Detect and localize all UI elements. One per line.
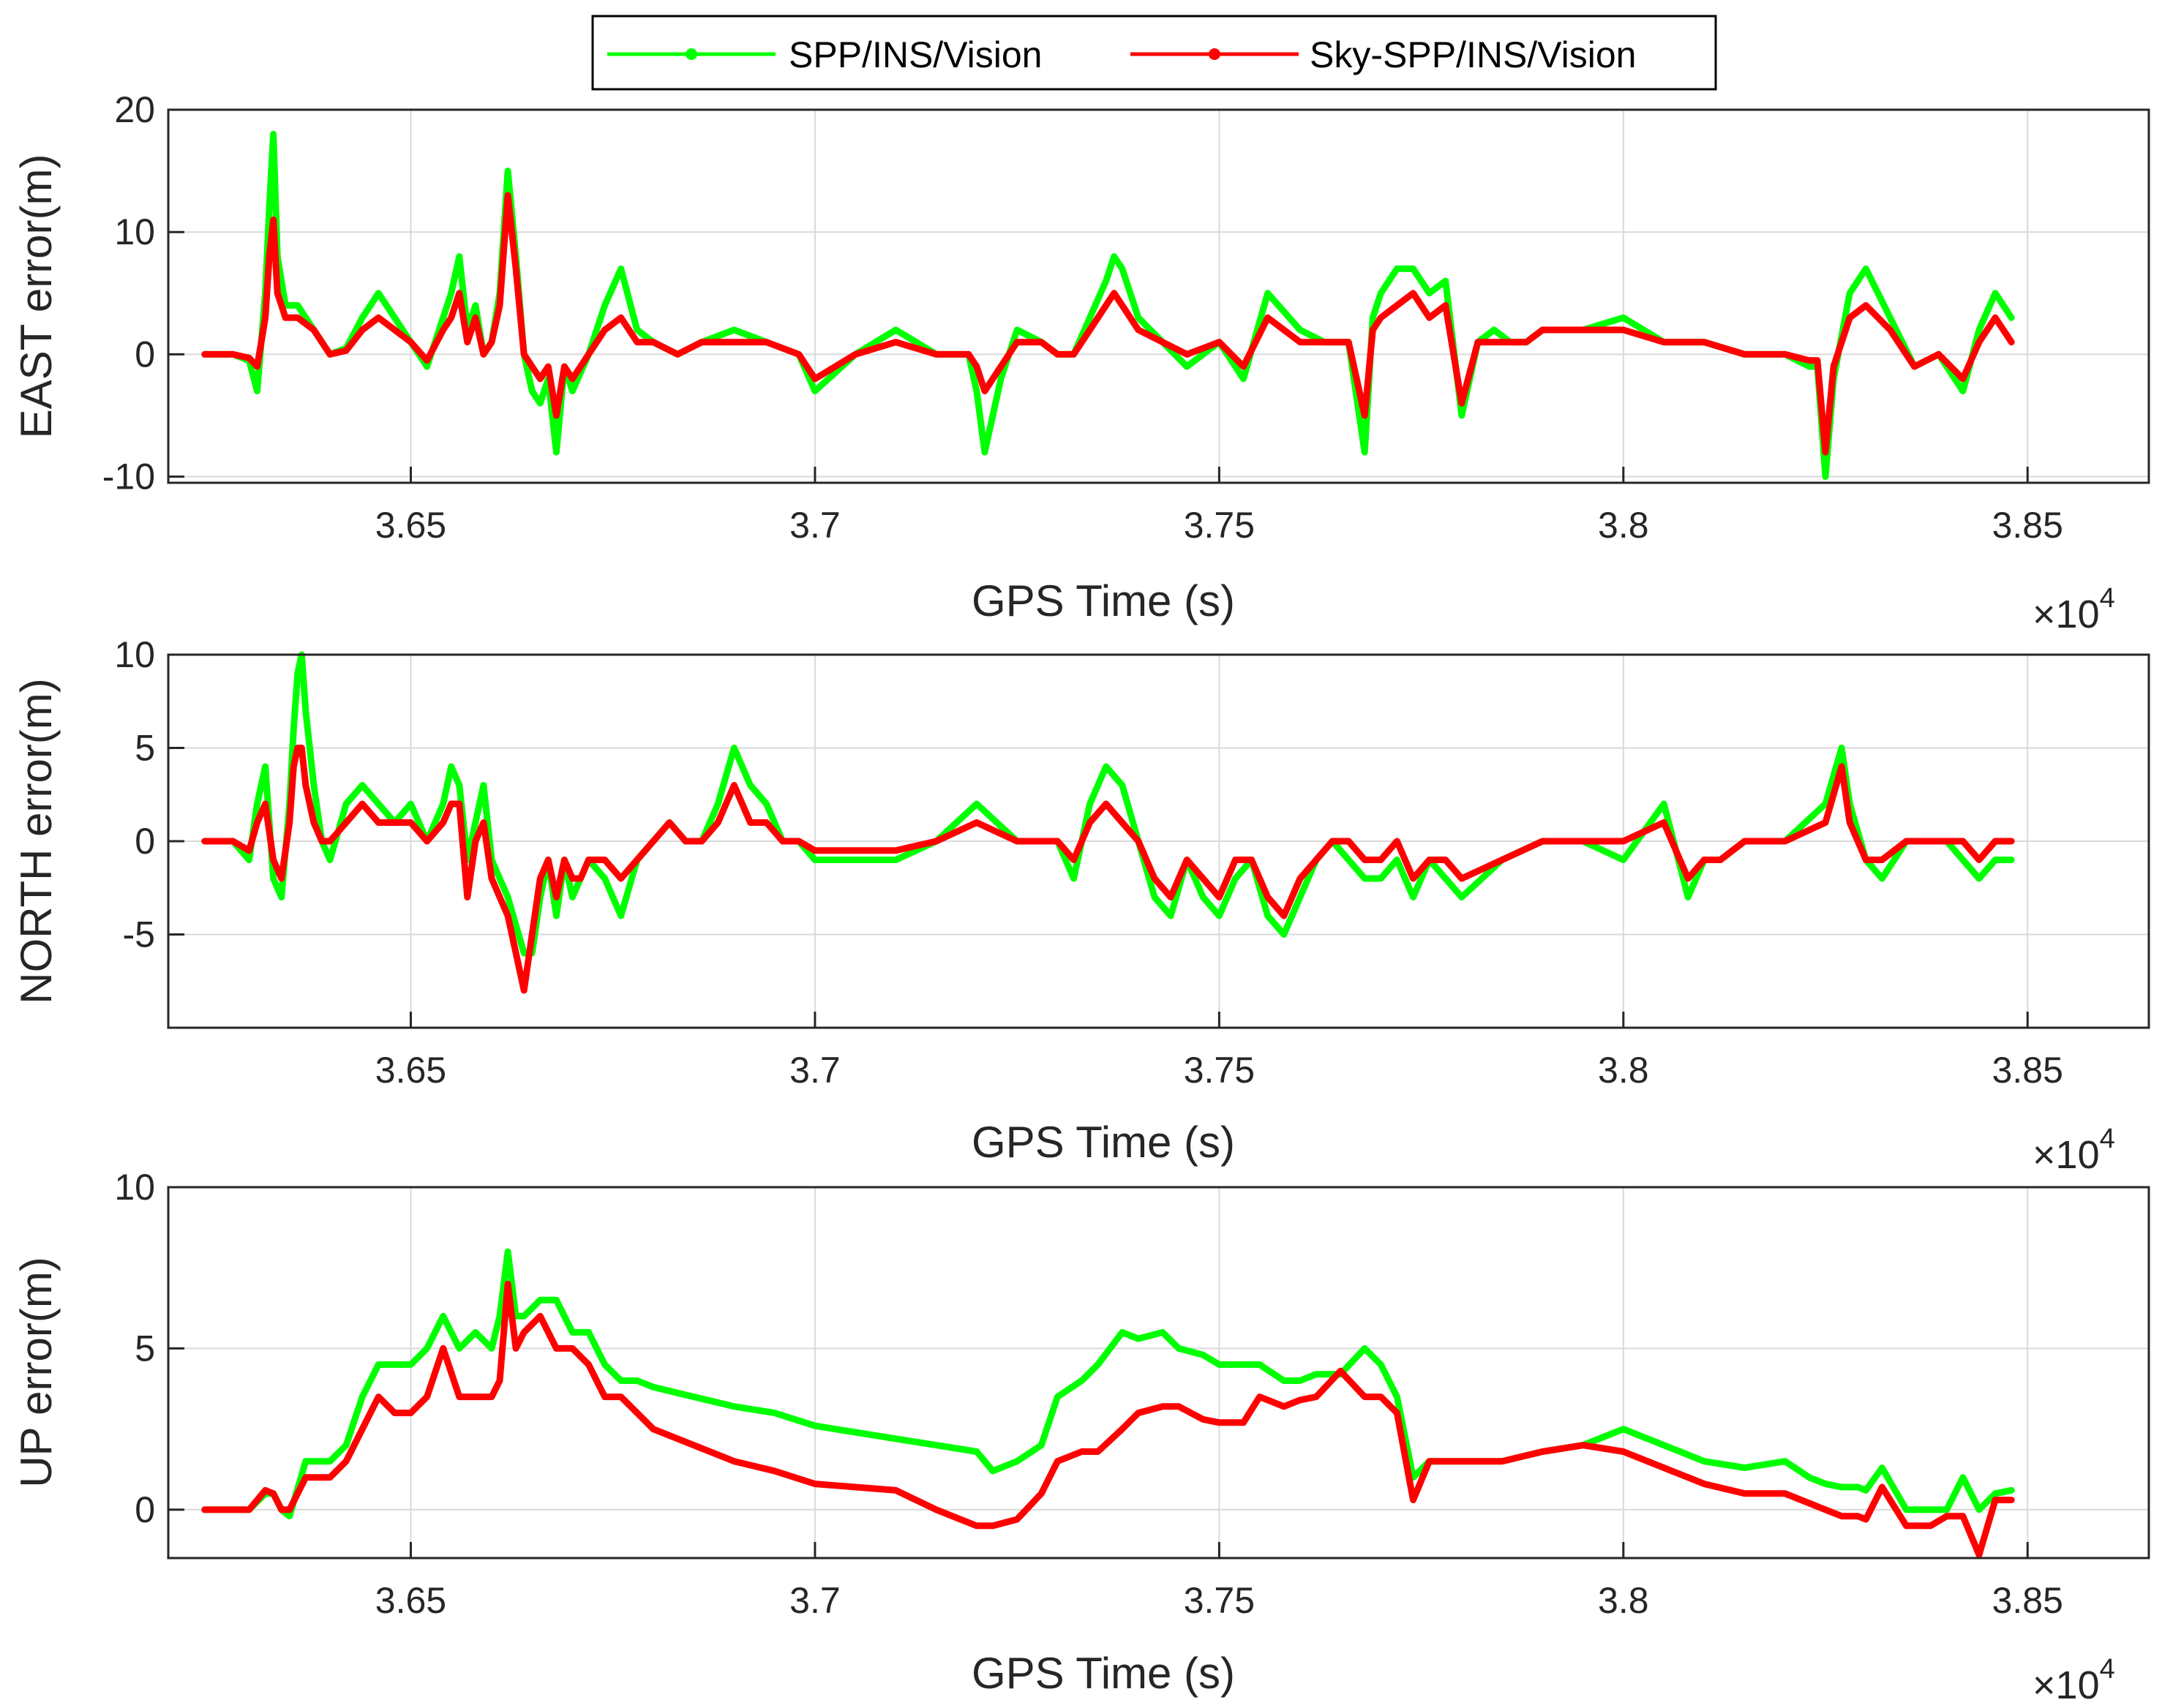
east-x-tick-label: 3.7: [789, 505, 841, 546]
legend: SPP/INS/Vision Sky-SPP/INS/Vision: [591, 15, 1717, 91]
east-x-ticks: 3.65 3.7 3.75 3.8 3.85: [375, 467, 2063, 546]
legend-label-spp: SPP/INS/Vision: [789, 34, 1042, 75]
up-y-tick-label: 0: [135, 1489, 155, 1530]
up-y-tick-label: 10: [114, 1167, 155, 1208]
up-x-tick-label: 3.8: [1598, 1580, 1649, 1621]
legend-marker-spp: [686, 48, 697, 60]
up-y-tick-label: 5: [135, 1328, 155, 1369]
north-y-tick-label: -5: [123, 914, 155, 955]
north-y-tick-label: 0: [135, 821, 155, 862]
up-x-tick-label: 3.65: [375, 1580, 446, 1621]
up-x-axis-label: GPS Time (s): [972, 1649, 1235, 1698]
up-panel: 0 5 10 3.65 3.7 3.75 3.8 3.85 GPS Time (s) UP …: [12, 1167, 2150, 1707]
east-x-tick-label: 3.85: [1992, 505, 2063, 546]
north-x-ticks: 3.65 3.7 3.75 3.8 3.85: [375, 1012, 2063, 1091]
east-x-multiplier: ×104: [2032, 583, 2115, 636]
east-x-tick-label: 3.75: [1184, 505, 1255, 546]
north-series-line-0: [201, 651, 2015, 957]
north-x-multiplier: ×104: [2032, 1124, 2115, 1177]
east-x-axis-label: GPS Time (s): [972, 576, 1235, 625]
east-axes-box: [167, 108, 2150, 484]
north-series: [201, 651, 2015, 994]
north-y-tick-label: 10: [114, 634, 155, 675]
north-x-tick-label: 3.7: [789, 1050, 841, 1091]
up-axes-box: [167, 1186, 2150, 1560]
east-y-tick-label: -10: [102, 456, 155, 497]
up-series-line-0: [201, 1248, 2015, 1520]
up-y-axis-label: UP error(m): [12, 1257, 61, 1488]
north-x-tick-label: 3.75: [1184, 1050, 1255, 1091]
north-series-line-1: [201, 745, 2015, 994]
north-x-tick-label: 3.8: [1598, 1050, 1649, 1091]
up-y-ticks: 0 5 10: [114, 1167, 184, 1530]
east-panel: -10 0 10 20 3.65 3.7 3.75 3.8 3.85 GPS Time (s)…: [12, 89, 2150, 636]
east-series-line-1: [201, 192, 2015, 456]
east-y-tick-label: 20: [114, 89, 155, 130]
east-y-ticks: -10 0 10 20: [102, 89, 184, 497]
east-series: [201, 130, 2015, 481]
east-y-tick-label: 10: [114, 211, 155, 252]
north-y-tick-label: 5: [135, 728, 155, 769]
up-grid: [168, 1186, 2149, 1558]
north-x-tick-label: 3.85: [1992, 1050, 2063, 1091]
north-y-ticks: -5 0 5 10: [114, 634, 184, 955]
north-x-axis-label: GPS Time (s): [972, 1118, 1235, 1167]
east-y-tick-label: 0: [135, 334, 155, 375]
up-x-multiplier: ×104: [2032, 1654, 2115, 1707]
up-x-ticks: 3.65 3.7 3.75 3.8 3.85: [375, 1542, 2063, 1621]
north-y-axis-label: NORTH error(m): [12, 678, 61, 1004]
legend-label-sky: Sky-SPP/INS/Vision: [1310, 34, 1636, 75]
east-y-axis-label: EAST error(m): [12, 154, 61, 439]
up-series-line-1: [201, 1280, 2015, 1559]
north-panel: -5 0 5 10 3.65 3.7 3.75 3.8 3.85 GPS Time (s) N…: [12, 634, 2150, 1177]
legend-marker-sky: [1209, 48, 1220, 60]
east-x-tick-label: 3.8: [1598, 505, 1649, 546]
up-x-tick-label: 3.75: [1184, 1580, 1255, 1621]
east-x-tick-label: 3.65: [375, 505, 446, 546]
up-series: [201, 1248, 2015, 1559]
up-x-tick-label: 3.85: [1992, 1580, 2063, 1621]
up-x-tick-label: 3.7: [789, 1580, 841, 1621]
north-x-tick-label: 3.65: [375, 1050, 446, 1091]
